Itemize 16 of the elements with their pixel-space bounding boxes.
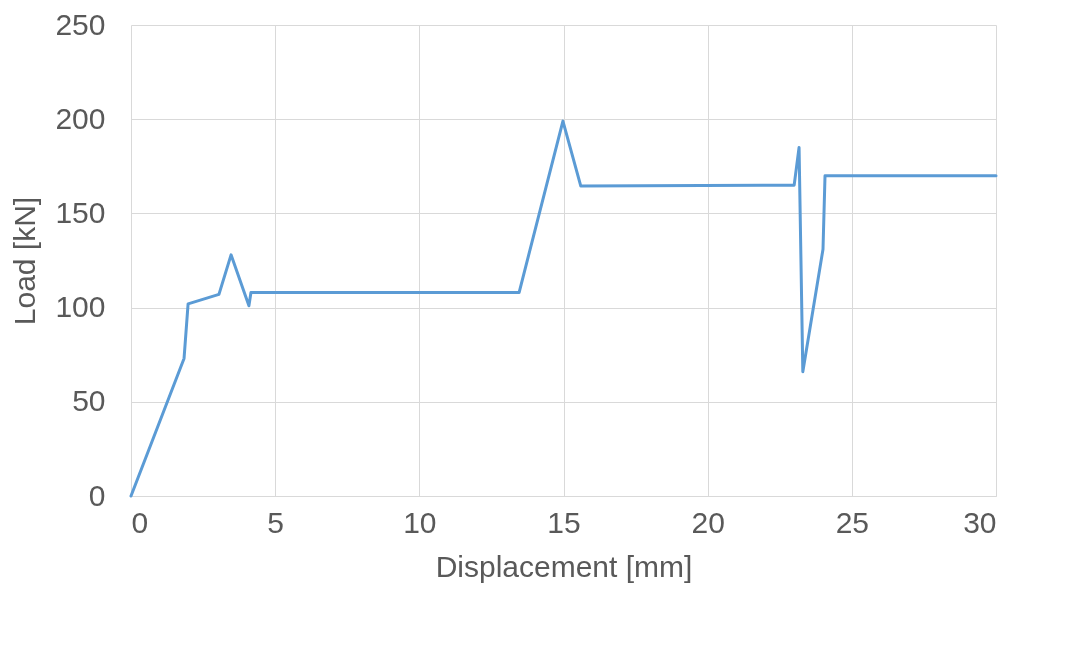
y-tick-label: 100 xyxy=(55,290,106,324)
y-axis-title: Load [kN] xyxy=(8,196,42,326)
y-tick-label: 250 xyxy=(55,7,106,41)
x-axis-title: Displacement [mm] xyxy=(435,549,693,583)
x-tick-label: 10 xyxy=(403,505,437,539)
x-tick-label: 5 xyxy=(267,505,285,539)
x-tick-label: 15 xyxy=(547,505,581,539)
x-tick-label: 30 xyxy=(963,505,997,539)
y-tick-label: 50 xyxy=(72,384,106,418)
x-tick-label: 0 xyxy=(131,505,149,539)
y-tick-label: 150 xyxy=(55,195,106,229)
y-tick-label: 200 xyxy=(55,101,106,135)
x-tick-label: 25 xyxy=(835,505,870,539)
line-series xyxy=(129,119,998,498)
x-tick-label: 20 xyxy=(691,505,725,539)
y-tick-label: 0 xyxy=(88,478,106,512)
